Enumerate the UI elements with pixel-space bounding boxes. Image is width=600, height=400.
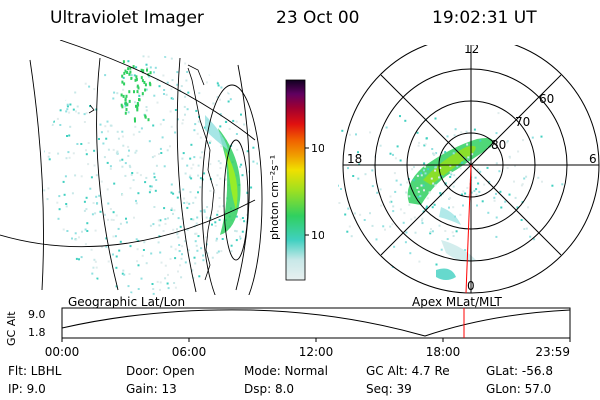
timeline-ytick-top: 9.0 — [28, 308, 46, 321]
colorbar-tick-100: 100 — [311, 142, 324, 155]
colorbar-scale — [285, 79, 306, 281]
status-gc-alt: GC Alt: 4.7 Re — [366, 364, 450, 378]
mlt-label-18: 18 — [347, 152, 362, 166]
timeline-xtick-2: 12:00 — [299, 345, 334, 359]
polar-mlat-mlt-panel: 12 18 6 0 60 70 80 — [338, 45, 600, 294]
mlat-label-80: 80 — [491, 138, 506, 152]
timeline-xtick-1: 06:00 — [172, 345, 207, 359]
header-date: 23 Oct 00 — [276, 8, 360, 28]
status-seq: Seq: 39 — [366, 382, 412, 396]
mlat-label-60: 60 — [539, 92, 554, 106]
status-gain: Gain: 13 — [126, 382, 177, 396]
timeline-frame — [61, 307, 571, 339]
apex-panel-label: Apex MLat/MLT — [412, 295, 502, 309]
timeline-xtick-3: 18:00 — [426, 345, 461, 359]
timeline-xtick-4: 23:59 — [535, 345, 570, 359]
timeline-ylabel: GC Alt — [5, 311, 18, 346]
mlt-label-12: 12 — [464, 45, 479, 56]
timeline-altitude-curve — [61, 309, 571, 337]
instrument-title: Ultraviolet Imager — [50, 8, 204, 28]
colorbar: 100 10 photon cm⁻²s⁻¹ — [268, 79, 324, 281]
colorbar-unit-label: photon cm⁻²s⁻¹ — [268, 155, 281, 240]
timeline-xtick-0: 00:00 — [45, 345, 80, 359]
status-glat: GLat: -56.8 — [486, 364, 553, 378]
status-ip: IP: 9.0 — [8, 382, 46, 396]
coastline — [187, 67, 215, 281]
status-filter: Flt: LBHL — [8, 364, 62, 378]
timeline-ytick-bottom: 1.8 — [28, 326, 46, 339]
status-dsp: Dsp: 8.0 — [244, 382, 295, 396]
geographic-image-panel — [0, 40, 263, 295]
status-mode: Mode: Normal — [244, 364, 328, 378]
mlt-label-6: 6 — [589, 152, 597, 166]
colorbar-tick-10: 10 — [311, 229, 324, 242]
status-glon: GLon: 57.0 — [486, 382, 552, 396]
geographic-panel-label: Geographic Lat/Lon — [68, 295, 186, 309]
orbit-altitude-timeline: GC Alt 9.0 1.8 00:00 06:00 12:00 18:00 2… — [5, 307, 571, 359]
current-mlt-marker — [465, 164, 472, 294]
lon-lat-grid — [0, 40, 263, 295]
header-time: 19:02:31 UT — [432, 8, 537, 28]
mlat-label-70: 70 — [515, 115, 530, 129]
mlt-label-0: 0 — [467, 279, 475, 293]
status-door: Door: Open — [126, 364, 195, 378]
